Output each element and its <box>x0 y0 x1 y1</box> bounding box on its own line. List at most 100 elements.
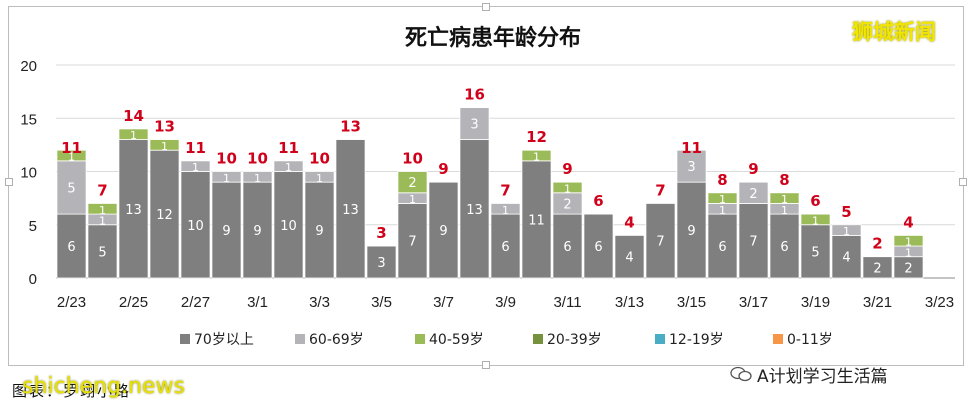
bar-segment <box>118 139 149 279</box>
watermark-text: 狮城新闻 <box>852 20 936 44</box>
segment-value-label: 1 <box>254 172 261 185</box>
bar-segment <box>862 256 893 279</box>
segment-value-label: 1 <box>719 193 726 206</box>
wechat-icon <box>730 366 752 382</box>
segment-value-label: 2 <box>749 187 757 202</box>
total-value-label: 11 <box>61 139 82 157</box>
total-value-label: 5 <box>841 203 851 221</box>
resize-handle-top[interactable] <box>482 3 490 11</box>
resize-handle-left[interactable] <box>5 178 13 186</box>
segment-value-label: 1 <box>781 193 788 206</box>
bar-segment <box>304 181 335 279</box>
segment-value-label: 1 <box>161 140 168 153</box>
segment-value-label: 2 <box>873 261 881 276</box>
segment-value-label: 6 <box>501 240 509 255</box>
legend-swatch <box>295 334 305 344</box>
bar-segment <box>56 213 87 279</box>
bar-segment <box>242 181 273 279</box>
x-tick-label: 3/3 <box>309 294 330 311</box>
segment-value-label: 1 <box>564 182 571 195</box>
total-value-label: 4 <box>624 213 634 231</box>
y-tick-label: 10 <box>20 165 37 182</box>
x-tick-label: 3/9 <box>495 294 516 311</box>
segment-value-label: 4 <box>842 251 850 266</box>
total-value-label: 6 <box>593 192 603 210</box>
total-value-label: 7 <box>500 181 510 199</box>
total-value-label: 7 <box>97 181 107 199</box>
segment-value-label: 9 <box>253 224 261 239</box>
total-value-label: 13 <box>154 118 175 136</box>
total-value-label: 10 <box>216 150 237 168</box>
segment-value-label: 1 <box>285 161 292 174</box>
segment-value-label: 3 <box>687 160 695 175</box>
legend-label: 12-19岁 <box>669 332 724 348</box>
segment-value-label: 13 <box>466 203 483 218</box>
segment-value-label: 1 <box>316 172 323 185</box>
bar-segment <box>242 171 273 183</box>
x-tick-label: 3/1 <box>247 294 268 311</box>
segment-value-label: 2 <box>904 261 912 276</box>
segment-value-label: 7 <box>749 235 757 250</box>
resize-handle-bottom[interactable] <box>482 361 490 369</box>
bar-segment <box>56 149 87 162</box>
segment-value-label: 6 <box>594 240 602 255</box>
bar-segment <box>459 139 490 279</box>
segment-value-label: 1 <box>781 204 788 217</box>
segment-value-label: 1 <box>223 172 230 185</box>
bar-segment <box>645 203 676 279</box>
bar-segment <box>490 203 521 215</box>
bar-segment <box>769 192 800 204</box>
bar-segment <box>335 139 366 279</box>
legend-swatch <box>533 334 543 344</box>
legend-label: 40-59岁 <box>429 332 484 348</box>
segment-value-label: 5 <box>98 245 106 260</box>
bar-segment <box>552 213 583 279</box>
legend-label: 70岁以上 <box>194 332 254 348</box>
segment-value-label: 11 <box>528 213 545 228</box>
total-value-label: 8 <box>717 171 727 189</box>
y-tick-label: 15 <box>20 111 37 128</box>
bar-segment <box>800 213 831 226</box>
segment-value-label: 10 <box>187 219 204 234</box>
footer-caption: 图表：罗翊小路 <box>12 382 132 400</box>
bar-segment <box>87 224 118 279</box>
segment-value-label: 1 <box>409 193 416 206</box>
bar-segment <box>769 213 800 279</box>
bar-segment <box>273 160 304 172</box>
segment-value-label: 1 <box>130 129 137 142</box>
total-value-label: 3 <box>376 224 386 242</box>
bar-segment <box>149 149 180 279</box>
bar-segment <box>459 107 490 140</box>
total-value-label: 9 <box>562 160 572 178</box>
x-tick-label: 3/7 <box>433 294 454 311</box>
segment-value-label: 6 <box>780 240 788 255</box>
bar-segment <box>490 213 521 279</box>
y-tick-label: 0 <box>29 271 37 288</box>
bar-segment <box>614 234 645 279</box>
total-value-label: 7 <box>655 181 665 199</box>
total-value-label: 9 <box>748 160 758 178</box>
total-value-label: 6 <box>810 192 820 210</box>
total-value-label: 11 <box>278 139 299 157</box>
bar-segment <box>366 245 397 279</box>
bar-segment <box>521 160 552 279</box>
stacked-bar-chart: 死亡病患年龄分布05101520651115117131141211310111… <box>20 25 955 348</box>
bar-segment <box>676 149 707 183</box>
segment-value-label: 9 <box>222 224 230 239</box>
total-value-label: 13 <box>340 118 361 136</box>
total-value-label: 11 <box>681 139 702 157</box>
total-value-label: 4 <box>903 213 913 231</box>
bar-segment <box>583 213 614 279</box>
segment-value-label: 1 <box>502 204 509 217</box>
segment-value-label: 7 <box>408 235 416 250</box>
segment-value-label: 9 <box>687 224 695 239</box>
segment-value-label: 5 <box>67 181 75 196</box>
bar-segment <box>304 171 335 183</box>
total-value-label: 16 <box>464 86 485 104</box>
segment-value-label: 1 <box>843 225 850 238</box>
resize-handle-right[interactable] <box>959 178 967 186</box>
x-tick-label: 3/17 <box>739 294 768 311</box>
y-tick-label: 5 <box>29 218 37 235</box>
x-tick-label: 2/25 <box>119 294 148 311</box>
total-value-label: 2 <box>872 235 882 253</box>
